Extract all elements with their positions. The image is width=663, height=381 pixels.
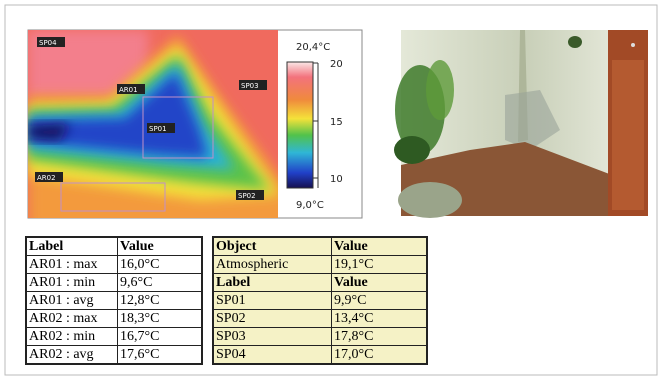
table-cell: 17,8°C [332, 328, 428, 346]
spot-label: SP04 [39, 39, 57, 47]
table-cell: 19,1°C [332, 256, 428, 274]
table-cell: SP02 [213, 310, 332, 328]
color-scale [287, 62, 313, 188]
table-cell: 17,6°C [118, 346, 203, 365]
spot-label: SP01 [149, 125, 167, 133]
min-label: 9,0°C [296, 200, 324, 211]
table-cell: AR02 : avg [26, 346, 118, 365]
spot-label: SP02 [238, 192, 256, 200]
table-cell: 18,3°C [118, 310, 203, 328]
table-cell: AR01 : avg [26, 292, 118, 310]
scale-tick-label: 20 [330, 59, 343, 70]
photo [394, 30, 648, 218]
table-cell: SP01 [213, 292, 332, 310]
table-cell: 13,4°C [332, 310, 428, 328]
header-cell: Value [332, 237, 428, 256]
table-cell: 12,8°C [118, 292, 203, 310]
scale-tick-label: 10 [330, 174, 343, 185]
scale-tick-label: 15 [330, 117, 343, 128]
table-cell: Atmospheric [213, 256, 332, 274]
table-cell: AR01 : min [26, 274, 118, 292]
header-cell: Value [118, 237, 203, 256]
table-cell: 17,0°C [332, 346, 428, 365]
page: SP04 AR01 SP03 SP01 AR02 SP02 20,4°C 20 … [0, 0, 663, 381]
table-cell: SP04 [213, 346, 332, 365]
table-cell: AR02 : max [26, 310, 118, 328]
table-cell: SP03 [213, 328, 332, 346]
header-cell: Object [213, 237, 332, 256]
spot-label: SP03 [241, 82, 259, 90]
area-label: AR02 [37, 174, 56, 182]
table-cell: 16,0°C [118, 256, 203, 274]
table-cell: 9,6°C [118, 274, 203, 292]
header-cell: Value [332, 274, 428, 292]
table-cell: AR01 : max [26, 256, 118, 274]
area-label: AR01 [119, 86, 138, 94]
table-cell: 16,7°C [118, 328, 203, 346]
table-cell: 9,9°C [332, 292, 428, 310]
max-label: 20,4°C [296, 42, 330, 53]
table-cell: AR02 : min [26, 328, 118, 346]
header-cell: Label [213, 274, 332, 292]
header-cell: Label [26, 237, 118, 256]
